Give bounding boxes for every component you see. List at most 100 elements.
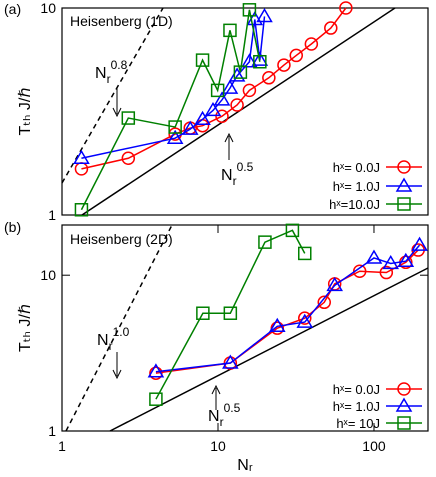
marker: [242, 83, 257, 98]
annotation: Nr0.5: [208, 401, 241, 429]
annotation-sub: r: [220, 415, 224, 429]
marker: [222, 354, 239, 369]
legend-label: hˣ= 10J: [336, 416, 380, 431]
marker: [181, 120, 199, 135]
series-line: [80, 9, 261, 211]
annotation-sup: 0.5: [237, 160, 254, 174]
marker: [304, 37, 319, 51]
marker: [196, 306, 210, 320]
marker: [168, 120, 182, 134]
arrow-head: [112, 369, 122, 380]
marker: [382, 254, 400, 270]
legend-label: hˣ= 0.0J: [333, 382, 380, 397]
reference-line: [61, 7, 164, 184]
annotation-base: N: [221, 167, 233, 184]
marker: [253, 54, 267, 69]
series-line: [155, 229, 306, 400]
marker: [73, 149, 90, 164]
annotation-sup: 0.8: [111, 58, 128, 72]
legend-label: hˣ= 1.0J: [333, 399, 380, 414]
x-axis-label: Nᵣ: [237, 457, 253, 474]
reference-line: [109, 267, 429, 432]
marker: [397, 197, 411, 211]
marker: [298, 311, 312, 325]
y-tick-label: 1: [48, 207, 56, 223]
annotation-base: N: [95, 65, 107, 82]
marker: [149, 392, 163, 406]
marker: [215, 109, 229, 123]
marker: [339, 1, 353, 15]
arrow-head: [224, 132, 234, 143]
marker: [223, 306, 238, 320]
annotation: Nr1.0: [97, 325, 130, 353]
x-tick-label: 10: [210, 438, 226, 454]
marker: [194, 110, 211, 126]
annotation-sub: r: [109, 339, 113, 353]
marker: [242, 3, 257, 17]
marker: [395, 397, 413, 412]
annotation-sup: 1.0: [113, 325, 130, 339]
marker: [210, 83, 225, 98]
annotation-sup: 0.5: [224, 401, 241, 415]
marker: [230, 98, 244, 112]
panel-title: Heisenberg (1D): [70, 13, 173, 29]
arrow-head: [211, 384, 221, 395]
marker: [256, 7, 273, 23]
annotation: Nr0.8: [95, 58, 128, 86]
marker: [397, 416, 411, 430]
marker: [397, 160, 411, 174]
annotation: Nr0.5: [221, 160, 254, 188]
x-tick-label: 100: [362, 438, 386, 454]
marker: [397, 252, 415, 267]
marker: [258, 235, 272, 249]
marker: [262, 71, 276, 85]
marker: [268, 317, 286, 333]
marker: [213, 91, 231, 106]
marker: [326, 276, 343, 292]
y-tick-label: 10: [40, 267, 56, 283]
arrow-head: [112, 107, 122, 118]
x-tick-label: 1: [58, 438, 66, 454]
annotation-sub: r: [233, 174, 237, 188]
marker: [365, 249, 383, 264]
y-tick-label: 10: [40, 0, 56, 16]
marker: [324, 21, 338, 35]
marker: [411, 236, 428, 251]
annotation-sub: r: [107, 72, 111, 86]
marker: [228, 67, 246, 82]
series-line: [155, 249, 419, 374]
marker: [317, 295, 332, 310]
plot-frame: [61, 224, 429, 432]
marker: [285, 223, 300, 238]
y-axis-label: Tₜₕ J/ℏ: [17, 88, 34, 136]
annotation-base: N: [208, 408, 220, 425]
marker: [166, 129, 184, 144]
legend-label: hˣ= 0.0J: [333, 160, 380, 175]
marker: [241, 53, 258, 68]
marker: [397, 382, 411, 396]
legend-label: hˣ=10.0J: [329, 197, 380, 212]
marker: [379, 265, 394, 280]
series-line: [81, 7, 347, 170]
marker: [74, 203, 89, 217]
marker: [289, 48, 304, 63]
plot-frame: [61, 7, 429, 216]
legend-label: hˣ= 1.0J: [333, 179, 380, 194]
marker: [147, 363, 165, 378]
reference-line: [65, 224, 173, 432]
y-axis-label: Tₜₕ J/ℏ: [17, 304, 34, 352]
panel-label: (a): [4, 1, 21, 17]
marker: [195, 53, 210, 67]
series-line: [155, 244, 421, 373]
marker: [223, 23, 237, 38]
series-line: [81, 16, 266, 159]
marker: [149, 366, 163, 380]
marker: [121, 151, 136, 165]
marker: [251, 51, 269, 66]
marker: [121, 111, 136, 125]
marker: [395, 177, 413, 192]
marker: [233, 65, 248, 79]
marker: [296, 313, 314, 328]
panel-title: Heisenberg (2D): [70, 231, 173, 247]
